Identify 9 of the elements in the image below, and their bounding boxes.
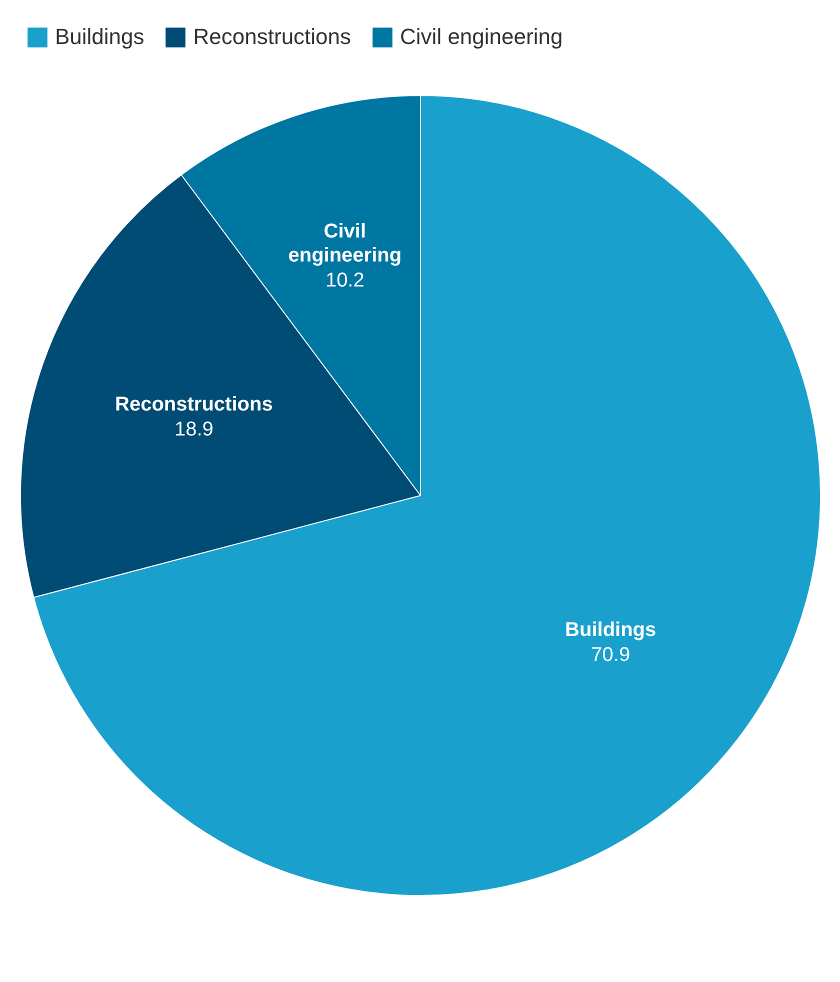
legend-label: Buildings [55, 24, 144, 50]
data-label: 18.9 [174, 418, 214, 440]
legend-label: Civil engineering [400, 24, 563, 50]
slice-label: Buildings [565, 619, 656, 641]
data-label: 70.9 [591, 644, 630, 666]
data-label: 10.2 [325, 270, 364, 292]
slice-label: Reconstructions [115, 393, 273, 416]
legend-label: Reconstructions [193, 24, 352, 50]
slice-label: Civil engineering [288, 220, 402, 267]
